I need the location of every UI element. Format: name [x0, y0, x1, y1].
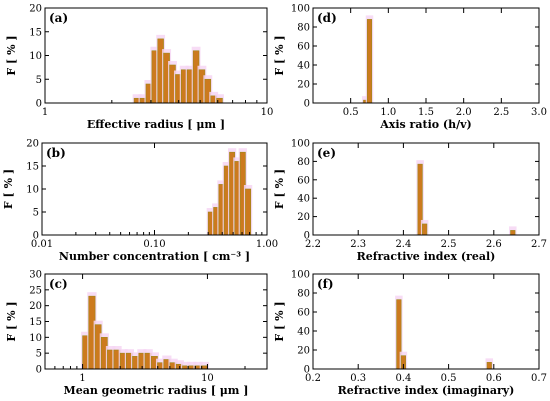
y-tick-label: 30: [29, 270, 42, 281]
panel-d: 0 20 40 60 80 100 0.5 1.0 1.5 2.0 2.5 3.0 (d) Axis ra…: [273, 4, 547, 132]
y-axis-title: F [ % ]: [5, 35, 18, 75]
x-tick-label: 0.5: [441, 373, 457, 384]
x-tick-label: 2.3: [350, 239, 366, 250]
bar: [245, 188, 252, 236]
x-tick-label: 2.6: [486, 239, 502, 250]
x-tick-label: 1: [42, 107, 48, 118]
y-tick-label: 15: [29, 27, 42, 38]
y-tick-label: 20: [297, 212, 310, 223]
y-tick-label: 5: [33, 208, 39, 219]
y-tick-label: 60: [297, 42, 310, 53]
x-axis-title: Mean geometric radius [ μm ]: [64, 384, 249, 397]
y-tick-label: 0: [36, 99, 42, 110]
y-tick-label: 60: [297, 175, 310, 186]
y-tick-label: 25: [29, 285, 42, 296]
bar: [510, 230, 516, 236]
bar: [366, 19, 373, 104]
y-tick-label: 20: [297, 80, 310, 91]
y-tick-label: 100: [291, 270, 310, 281]
y-tick-label: 80: [297, 157, 310, 168]
bar-halo: [180, 361, 191, 369]
x-tick-label: 0.5: [343, 107, 359, 118]
y-tick-label: 5: [36, 349, 42, 360]
y-tick-label: 20: [29, 301, 42, 312]
x-tick-label: 3.0: [531, 107, 547, 118]
y-tick-label: 60: [297, 308, 310, 319]
y-axis-title: F [ % ]: [273, 35, 286, 75]
x-tick-label: 0.6: [486, 373, 502, 384]
y-tick-label: 15: [29, 317, 42, 328]
x-tick-label: 2.2: [305, 239, 321, 250]
x-tick-label: 2.5: [441, 239, 457, 250]
panel-c: 0 5 10 15 20 25 30 1 10 (c) Mean geometric radius …: [5, 270, 268, 397]
y-tick-label: 100: [291, 139, 310, 150]
panel-label: (b): [46, 146, 66, 160]
y-tick-label: 10: [26, 185, 39, 196]
y-tick-label: 0: [36, 365, 42, 376]
x-axis-title: Number concentration [ cm⁻³ ]: [59, 250, 250, 263]
y-tick-label: 40: [297, 61, 310, 72]
x-tick-label: 0.2: [305, 373, 321, 384]
y-tick-label: 20: [29, 4, 42, 15]
x-axis-title: Effective radius [ μm ]: [87, 118, 225, 131]
bar: [422, 223, 428, 236]
y-axis-title: F [ % ]: [273, 301, 286, 341]
y-tick-label: 20: [297, 346, 310, 357]
x-tick-label: 2.0: [456, 107, 472, 118]
y-tick-label: 10: [29, 51, 42, 62]
x-tick-label: 10: [261, 107, 274, 118]
y-tick-label: 0: [304, 99, 310, 110]
x-axis-title: Refractive index (imaginary): [338, 384, 515, 397]
plot-frame: [312, 142, 540, 236]
y-tick-label: 20: [26, 139, 39, 150]
y-tick-label: 0: [304, 365, 310, 376]
x-tick-label: 0.01: [31, 239, 53, 250]
x-tick-label: 0.4: [395, 373, 411, 384]
plot-frame: [312, 7, 540, 104]
y-tick-label: 40: [297, 327, 310, 338]
x-tick-label: 10: [201, 373, 214, 384]
x-tick-label: 0.10: [143, 239, 165, 250]
x-axis-title: Axis ratio (h/v): [379, 118, 471, 131]
x-tick-label: 1.00: [256, 239, 278, 250]
y-tick-label: 0: [33, 231, 39, 242]
y-tick-label: 5: [36, 75, 42, 86]
y-tick-label: 100: [291, 4, 310, 15]
y-tick-label: 10: [29, 333, 42, 344]
panel-label: (a): [49, 11, 68, 25]
x-axis-title: Refractive index (real): [357, 250, 496, 263]
panel-label: (e): [317, 146, 336, 160]
panel-a: 0 5 10 15 20 1 10 (a) Effective radius [ μm ] F […: [5, 4, 273, 132]
x-tick-label: 2.4: [395, 239, 411, 250]
y-axis-title: F [ % ]: [273, 169, 286, 209]
y-tick-label: 15: [26, 162, 39, 173]
x-tick-label: 0.7: [531, 373, 547, 384]
bar-halo: [187, 361, 197, 369]
x-tick-label: 2.7: [531, 239, 547, 250]
y-axis-title: F [ % ]: [2, 169, 15, 209]
y-tick-label: 80: [297, 289, 310, 300]
y-tick-label: 80: [297, 23, 310, 34]
bar-halo: [361, 96, 369, 103]
panel-label: (d): [317, 11, 337, 25]
bar-halo: [199, 361, 209, 369]
panel-b: 0 5 10 15 20 0.01 0.10 1.00 (b) Number concentrat…: [2, 139, 278, 264]
x-tick-label: 1: [79, 373, 85, 384]
plot-frame: [312, 273, 540, 370]
panel-f: 0 20 40 60 80 100 0.2 0.3 0.4 0.5 0.6 0.7 (f) Refract…: [273, 270, 547, 398]
y-tick-label: 40: [297, 194, 310, 205]
bar: [486, 362, 492, 370]
x-tick-label: 1.5: [418, 107, 434, 118]
panel-e: 0 20 40 60 80 100 2.2 2.3 2.4 2.5 2.6 2.7 (e) Refract…: [273, 139, 547, 264]
x-tick-label: 1.0: [380, 107, 396, 118]
x-tick-label: 2.5: [493, 107, 509, 118]
y-tick-label: 0: [304, 231, 310, 242]
panel-label: (c): [49, 277, 68, 291]
x-tick-label: 0.3: [350, 373, 366, 384]
bar-halo: [193, 361, 203, 369]
panel-label: (f): [317, 277, 334, 291]
y-axis-title: F [ % ]: [5, 301, 18, 341]
